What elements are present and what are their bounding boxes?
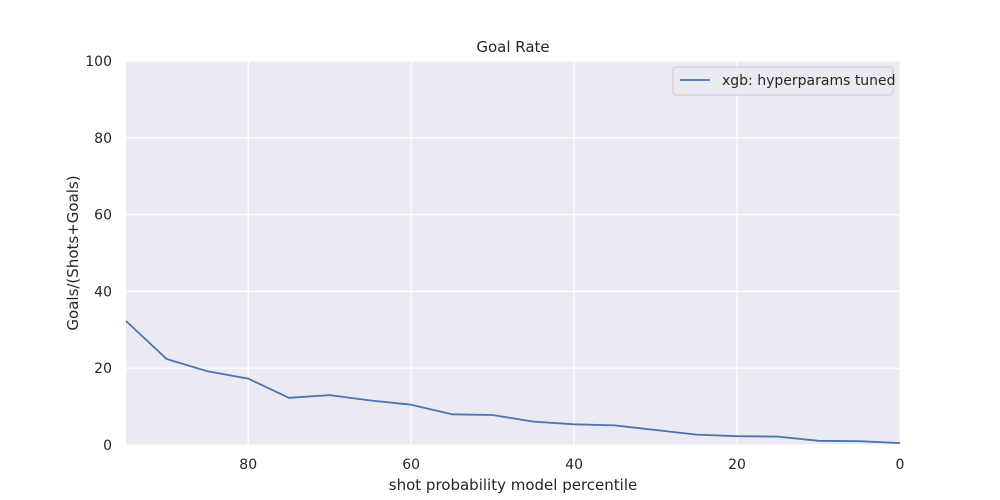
y-tick-label: 100: [85, 54, 112, 70]
x-tick-label: 40: [565, 457, 583, 473]
legend: xgb: hyperparams tuned: [672, 66, 896, 96]
legend-label: xgb: hyperparams tuned: [722, 73, 896, 89]
grid-lines: [126, 60, 901, 446]
y-tick-label: 40: [94, 284, 112, 300]
x-tick-label: 60: [402, 457, 420, 473]
y-tick-label: 20: [94, 361, 112, 377]
x-tick-labels: 80 60 40 20 0: [239, 457, 904, 473]
series-layer: [125, 320, 901, 444]
plot-area: [126, 61, 900, 445]
x-tick-label: 0: [896, 457, 905, 473]
x-axis-label: shot probability model percentile: [389, 476, 637, 494]
y-tick-label: 80: [94, 131, 112, 147]
chart-title: Goal Rate: [476, 38, 549, 56]
legend-box: [672, 66, 894, 96]
y-tick-label: 60: [94, 208, 112, 224]
x-tick-label: 20: [728, 457, 746, 473]
y-axis-label: Goals/(Shots+Goals): [64, 175, 82, 330]
series-line: [125, 320, 901, 444]
y-tick-label: 0: [103, 438, 112, 454]
x-tick-label: 80: [239, 457, 257, 473]
y-tick-labels: 0 20 40 60 80 100: [85, 54, 112, 454]
